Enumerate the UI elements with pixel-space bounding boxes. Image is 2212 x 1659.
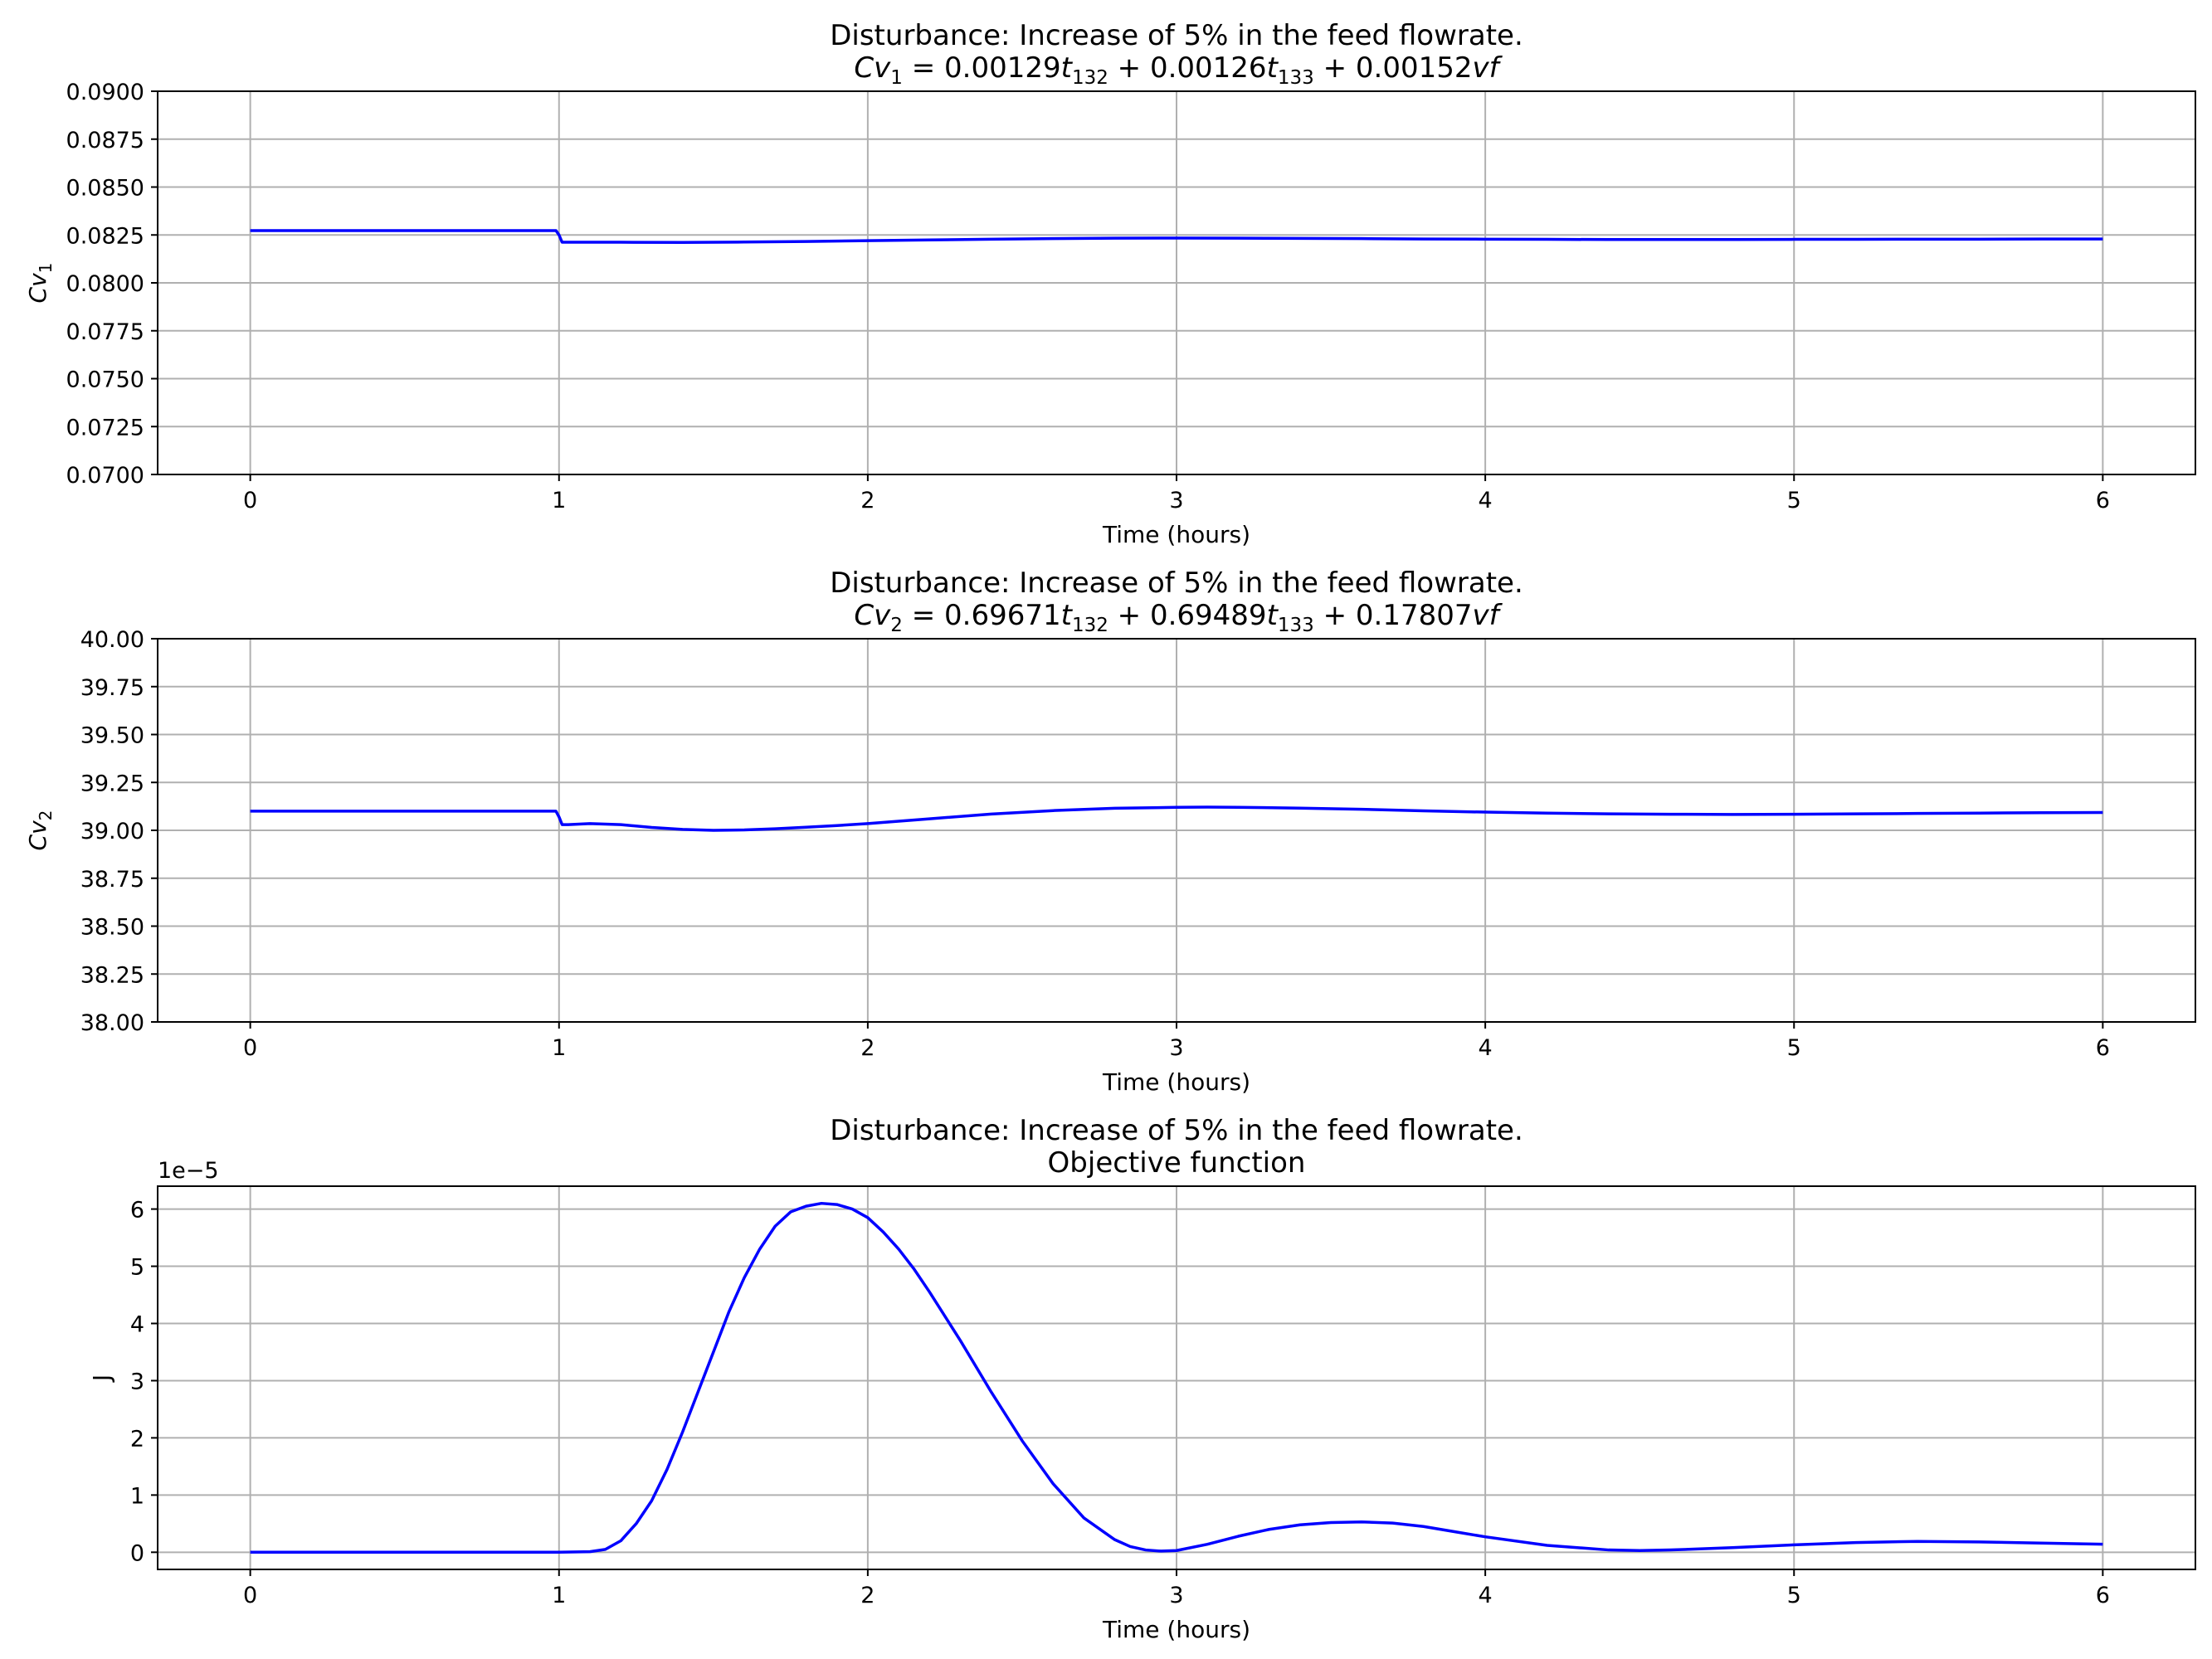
y-tick-label: 0.0700 xyxy=(66,463,144,489)
y-tick-label: 0.0800 xyxy=(66,271,144,297)
x-tick-label: 3 xyxy=(1169,1583,1183,1608)
y-tick-label: 39.25 xyxy=(80,771,144,796)
grid xyxy=(158,1186,2195,1569)
series-line xyxy=(250,805,2103,832)
y-tick-label: 0 xyxy=(130,1540,144,1566)
chart-3: 0 1 2 3 4 5 6 0 1 2 3 4 5 6 Time (hours) J Disturbance: … xyxy=(88,1114,2196,1643)
grid xyxy=(158,638,2195,1023)
y-tick-label: 40.00 xyxy=(80,627,144,653)
x-tick-label: 2 xyxy=(860,1583,875,1608)
y-tick-label: 3 xyxy=(130,1369,144,1394)
x-tick-label: 0 xyxy=(243,1583,257,1608)
x-tick-label: 4 xyxy=(1479,1035,1493,1061)
y-tick-label: 38.75 xyxy=(80,867,144,893)
x-tick-label: 5 xyxy=(1787,1035,1801,1061)
grid xyxy=(158,90,2195,475)
x-tick-label: 6 xyxy=(2096,1035,2110,1061)
x-tick-label: 2 xyxy=(860,488,875,513)
series-line xyxy=(250,229,2103,245)
y-tick-label: 0.0900 xyxy=(66,80,144,105)
x-tick-label: 1 xyxy=(552,1035,566,1061)
chart-title: Disturbance: Increase of 5% in the feed … xyxy=(830,567,1523,600)
x-tick-label: 2 xyxy=(860,1035,875,1061)
x-tick-label: 5 xyxy=(1787,1583,1801,1608)
chart-title: Disturbance: Increase of 5% in the feed … xyxy=(830,19,1523,52)
chart-1: 0 1 2 3 4 5 6 0.0700 0.0725 0.0750 0.0775 0.0800 0.0… xyxy=(24,19,2196,548)
y-tick-label: 6 xyxy=(130,1198,144,1224)
chart-2: 0 1 2 3 4 5 6 38.00 38.25 38.50 38.75 39.00 39.25 39.… xyxy=(24,567,2196,1096)
y-tick-label: 0.0850 xyxy=(66,176,144,202)
y-tick-label: 0.0725 xyxy=(66,415,144,440)
x-tick-label: 5 xyxy=(1787,488,1801,513)
chart-subtitle: Objective function xyxy=(1048,1146,1306,1180)
y-offset-text: 1e−5 xyxy=(158,1158,219,1184)
series-line xyxy=(250,1201,2103,1554)
y-tick-label: 38.50 xyxy=(80,915,144,941)
chart-subtitle: Cv2 = 0.69671t132 + 0.69489t133 + 0.1780… xyxy=(854,599,1503,636)
y-tick-label: 39.75 xyxy=(80,675,144,701)
y-axis-label: Cv2 xyxy=(24,810,56,851)
y-axis-label: J xyxy=(88,1374,115,1383)
y-tick-label: 0.0825 xyxy=(66,223,144,249)
x-tick-label: 0 xyxy=(243,488,257,513)
x-tick-label: 1 xyxy=(552,1583,566,1608)
x-axis-label: Time (hours) xyxy=(1102,521,1250,548)
y-tick-label: 38.00 xyxy=(80,1010,144,1036)
y-tick-label: 38.25 xyxy=(80,962,144,988)
x-tick-label: 3 xyxy=(1169,488,1183,513)
y-tick-label: 39.00 xyxy=(80,819,144,844)
x-axis-label: Time (hours) xyxy=(1102,1616,1250,1643)
y-tick-label: 0.0775 xyxy=(66,319,144,345)
y-tick-label: 4 xyxy=(130,1311,144,1337)
y-tick-label: 1 xyxy=(130,1483,144,1509)
y-tick-label: 0.0875 xyxy=(66,128,144,153)
x-tick-label: 0 xyxy=(243,1035,257,1061)
y-tick-label: 5 xyxy=(130,1255,144,1281)
x-tick-label: 6 xyxy=(2096,488,2110,513)
x-axis-label: Time (hours) xyxy=(1102,1068,1250,1096)
x-tick-label: 4 xyxy=(1479,488,1493,513)
y-tick-label: 39.50 xyxy=(80,723,144,749)
y-axis-label: Cv1 xyxy=(24,263,56,304)
x-tick-label: 3 xyxy=(1169,1035,1183,1061)
chart-subtitle: Cv1 = 0.00129t132 + 0.00126t133 + 0.0015… xyxy=(854,51,1503,89)
x-tick-label: 1 xyxy=(552,488,566,513)
y-tick-label: 0.0750 xyxy=(66,367,144,393)
chart-title: Disturbance: Increase of 5% in the feed … xyxy=(830,1114,1523,1147)
x-tick-label: 6 xyxy=(2096,1583,2110,1608)
y-tick-label: 2 xyxy=(130,1426,144,1452)
x-tick-label: 4 xyxy=(1479,1583,1493,1608)
